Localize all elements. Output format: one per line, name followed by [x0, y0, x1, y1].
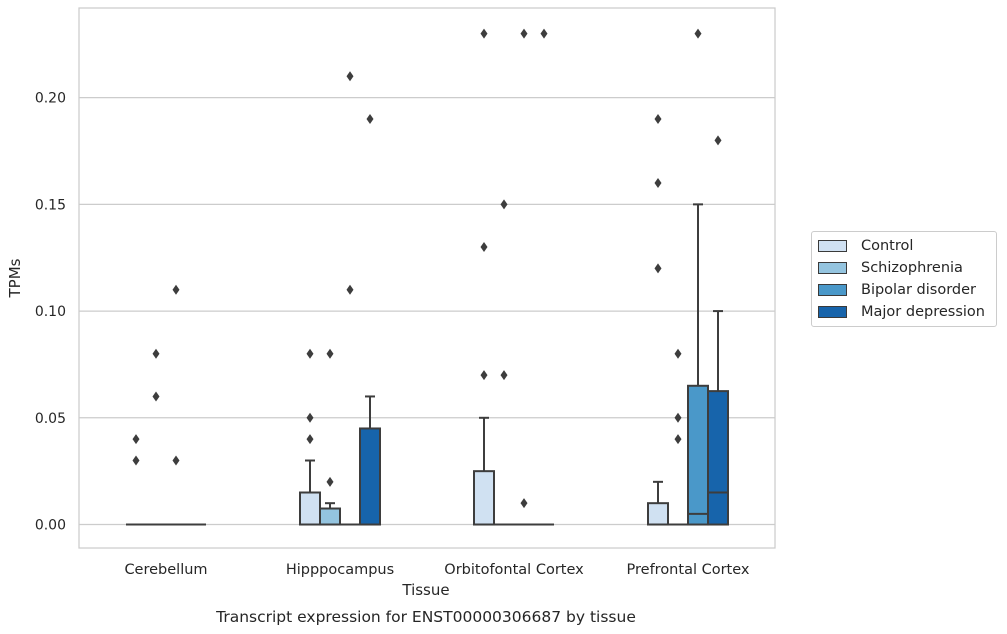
outlier-point: [520, 498, 528, 509]
box-major-depression: [359, 427, 381, 526]
outlier-point: [540, 28, 548, 39]
outlier-point: [480, 370, 488, 381]
chart-caption: Transcript expression for ENST0000030668…: [215, 608, 636, 626]
y-axis-ticks: 0.00 0.05 0.10 0.15 0.20: [35, 91, 66, 534]
y-tick-label: 0.10: [35, 304, 66, 320]
legend-label-control: Control: [861, 238, 914, 254]
y-tick-label: 0.00: [35, 518, 66, 534]
outlier-point: [480, 28, 488, 39]
outlier-points: [132, 28, 722, 509]
outlier-point: [132, 455, 140, 466]
legend-swatch-schizophrenia: [818, 262, 847, 274]
plot-area-frame: [78, 7, 776, 549]
legend-item-major-depression: Major depression: [818, 302, 985, 322]
legend-swatch-control: [818, 240, 847, 252]
outlier-point: [674, 348, 682, 359]
legend-label-bipolar-disorder: Bipolar disorder: [861, 282, 976, 298]
outlier-point: [152, 348, 160, 359]
outlier-point: [714, 135, 722, 146]
legend-item-control: Control: [818, 236, 913, 256]
legend-label-major-depression: Major depression: [861, 304, 985, 320]
y-tick-label: 0.05: [35, 411, 66, 427]
box-plot-boxes: [126, 203, 729, 526]
legend-label-schizophrenia: Schizophrenia: [861, 260, 963, 276]
grid-lines: [79, 97, 775, 526]
y-tick-label: 0.20: [35, 91, 66, 107]
legend-item-bipolar-disorder: Bipolar disorder: [818, 280, 976, 300]
outlier-point: [306, 434, 314, 445]
x-tick-label: Prefrontal Cortex: [627, 562, 750, 578]
x-axis-ticks: Cerebellum Hipppocampus Orbitofontal Corte…: [124, 562, 749, 578]
outlier-point: [172, 284, 180, 295]
box-control: [299, 491, 321, 526]
legend: Control Schizophrenia Bipolar disorder M…: [811, 231, 997, 327]
outlier-point: [694, 28, 702, 39]
box-control: [473, 470, 495, 526]
outlier-point: [480, 242, 488, 253]
x-tick-label: Orbitofontal Cortex: [444, 562, 584, 578]
x-tick-label: Cerebellum: [124, 562, 207, 578]
box-schizophrenia: [319, 507, 341, 526]
outlier-point: [654, 113, 662, 124]
y-axis-label: TPMs: [6, 258, 24, 298]
outlier-point: [326, 348, 334, 359]
x-axis-label: Tissue: [401, 581, 449, 599]
y-tick-label: 0.15: [35, 197, 66, 213]
outlier-point: [500, 370, 508, 381]
outlier-point: [366, 113, 374, 124]
outlier-point: [172, 455, 180, 466]
outlier-point: [674, 434, 682, 445]
outlier-point: [520, 28, 528, 39]
outlier-point: [346, 284, 354, 295]
box-control: [647, 502, 669, 526]
box-bipolar-disorder: [687, 384, 709, 526]
outlier-point: [500, 199, 508, 210]
outlier-point: [654, 263, 662, 274]
legend-item-schizophrenia: Schizophrenia: [818, 258, 963, 278]
legend-swatch-bipolar-disorder: [818, 284, 847, 296]
outlier-point: [346, 71, 354, 82]
outlier-point: [132, 434, 140, 445]
box-major-depression: [707, 390, 729, 526]
outlier-point: [152, 391, 160, 402]
outlier-point: [306, 412, 314, 423]
outlier-point: [326, 476, 334, 487]
x-tick-label: Hipppocampus: [286, 562, 394, 578]
outlier-point: [306, 348, 314, 359]
outlier-point: [654, 178, 662, 189]
outlier-point: [674, 412, 682, 423]
legend-swatch-major-depression: [818, 306, 847, 318]
